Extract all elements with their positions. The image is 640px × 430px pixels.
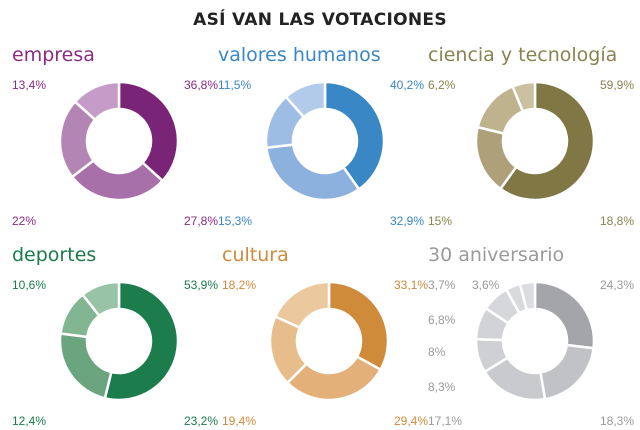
donut-slice-10-6 <box>81 280 121 318</box>
donut-panel-empresa: empresa 36,8% 27,8% 22% 13,4% <box>12 44 222 229</box>
data-label-18-2: 18,2% <box>222 278 256 292</box>
data-label-15: 15% <box>428 214 452 228</box>
data-label-10-6: 10,6% <box>12 278 46 292</box>
data-label-24-3: 24,3% <box>600 278 634 292</box>
donut-slice-29-4 <box>286 355 382 402</box>
donut-panel-ciencia-y-tecnologia: ciencia y tecnología 59,9% 18,8% 15% 6,2% <box>428 44 638 229</box>
data-label-13-4: 13,4% <box>12 78 46 92</box>
data-label-53-9: 53,9% <box>184 278 218 292</box>
data-label-17-1: 17,1% <box>428 414 462 428</box>
data-label-8: 8% <box>428 345 446 359</box>
donut-chart: 36,8% 27,8% 22% 13,4% <box>12 78 218 228</box>
data-label-12-4: 12,4% <box>12 414 46 428</box>
donut-panel-valores-humanos: valores humanos 40,2% 32,9% 15,3% 11,5% <box>218 44 428 229</box>
data-label-19-4: 19,4% <box>222 414 256 428</box>
data-label-15-3: 15,3% <box>218 214 252 228</box>
data-label-40-2: 40,2% <box>390 78 424 92</box>
data-label-59-9: 59,9% <box>600 78 634 92</box>
data-label-32-9: 32,9% <box>390 214 424 228</box>
donut-slice-18-2 <box>274 280 331 329</box>
data-label-6-2: 6,2% <box>428 78 456 92</box>
donut-panel-30-aniversario: 30 aniversario 24,3% 18,3% 17,1% 8,3% 8% 6,8%… <box>428 244 638 429</box>
data-label-22: 22% <box>12 214 36 228</box>
donut-slice-13-4 <box>73 80 121 121</box>
panel-title: ciencia y tecnología <box>428 44 618 66</box>
data-label-3-6: 3,6% <box>472 278 500 292</box>
data-label-11-5: 11,5% <box>218 78 251 92</box>
donut-chart: 40,2% 32,9% 15,3% 11,5% <box>218 78 424 228</box>
donut-slice-53-9 <box>103 280 180 402</box>
panel-title: empresa <box>12 44 95 66</box>
panel-title: cultura <box>222 244 289 266</box>
data-label-36-8: 36,8% <box>184 78 218 92</box>
donut-chart: 53,9% 23,2% 12,4% 10,6% <box>12 278 218 428</box>
data-label-27-8: 27,8% <box>184 214 218 228</box>
data-label-18-3: 18,3% <box>600 414 634 428</box>
donut-slice-32-9 <box>265 143 361 202</box>
donut-chart: 59,9% 18,8% 15% 6,2% <box>428 78 634 228</box>
data-label-18-8: 18,8% <box>600 214 634 228</box>
donut-slice-33-1 <box>327 280 390 371</box>
donut-slice-40-2 <box>323 80 386 191</box>
panel-title: deportes <box>12 244 97 266</box>
donut-slice-36-8 <box>117 80 180 183</box>
donut-slice-27-8 <box>70 159 164 202</box>
data-label-29-4: 29,4% <box>394 414 428 428</box>
data-label-33-1: 33,1% <box>394 278 428 292</box>
data-label-3-7: 3,7% <box>428 278 456 292</box>
donut-panel-deportes: deportes 53,9% 23,2% 12,4% 10,6% <box>12 244 222 429</box>
data-label-23-2: 23,2% <box>184 414 218 428</box>
donut-panel-cultura: cultura 33,1% 29,4% 19,4% 18,2% <box>222 244 432 429</box>
donut-slice-11-5 <box>284 80 327 119</box>
donut-chart: 33,1% 29,4% 19,4% 18,2% <box>222 278 428 428</box>
data-label-6-8: 6,8% <box>428 313 456 327</box>
donut-slice-24-3 <box>533 280 596 350</box>
donut-slice-6-2 <box>511 80 537 113</box>
donut-chart: 24,3% 18,3% 17,1% 8,3% 8% 6,8% 3,6% 3,7% <box>428 278 634 428</box>
donut-slice-18-3 <box>539 343 595 401</box>
data-label-8-3: 8,3% <box>428 380 456 394</box>
donut-slice-59-9 <box>499 80 596 202</box>
donut-slice-23-2 <box>58 332 113 400</box>
donut-slice-3-7 <box>518 280 537 312</box>
panel-title: valores humanos <box>218 44 381 66</box>
panel-title: 30 aniversario <box>428 244 565 266</box>
chart-title: ASÍ VAN LAS VOTACIONES <box>193 10 447 30</box>
